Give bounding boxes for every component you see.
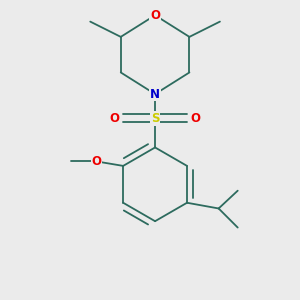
Text: S: S bbox=[151, 112, 159, 125]
Text: N: N bbox=[150, 88, 160, 100]
Text: O: O bbox=[92, 155, 102, 168]
Text: O: O bbox=[191, 112, 201, 125]
Text: O: O bbox=[110, 112, 119, 125]
Text: O: O bbox=[150, 9, 160, 22]
